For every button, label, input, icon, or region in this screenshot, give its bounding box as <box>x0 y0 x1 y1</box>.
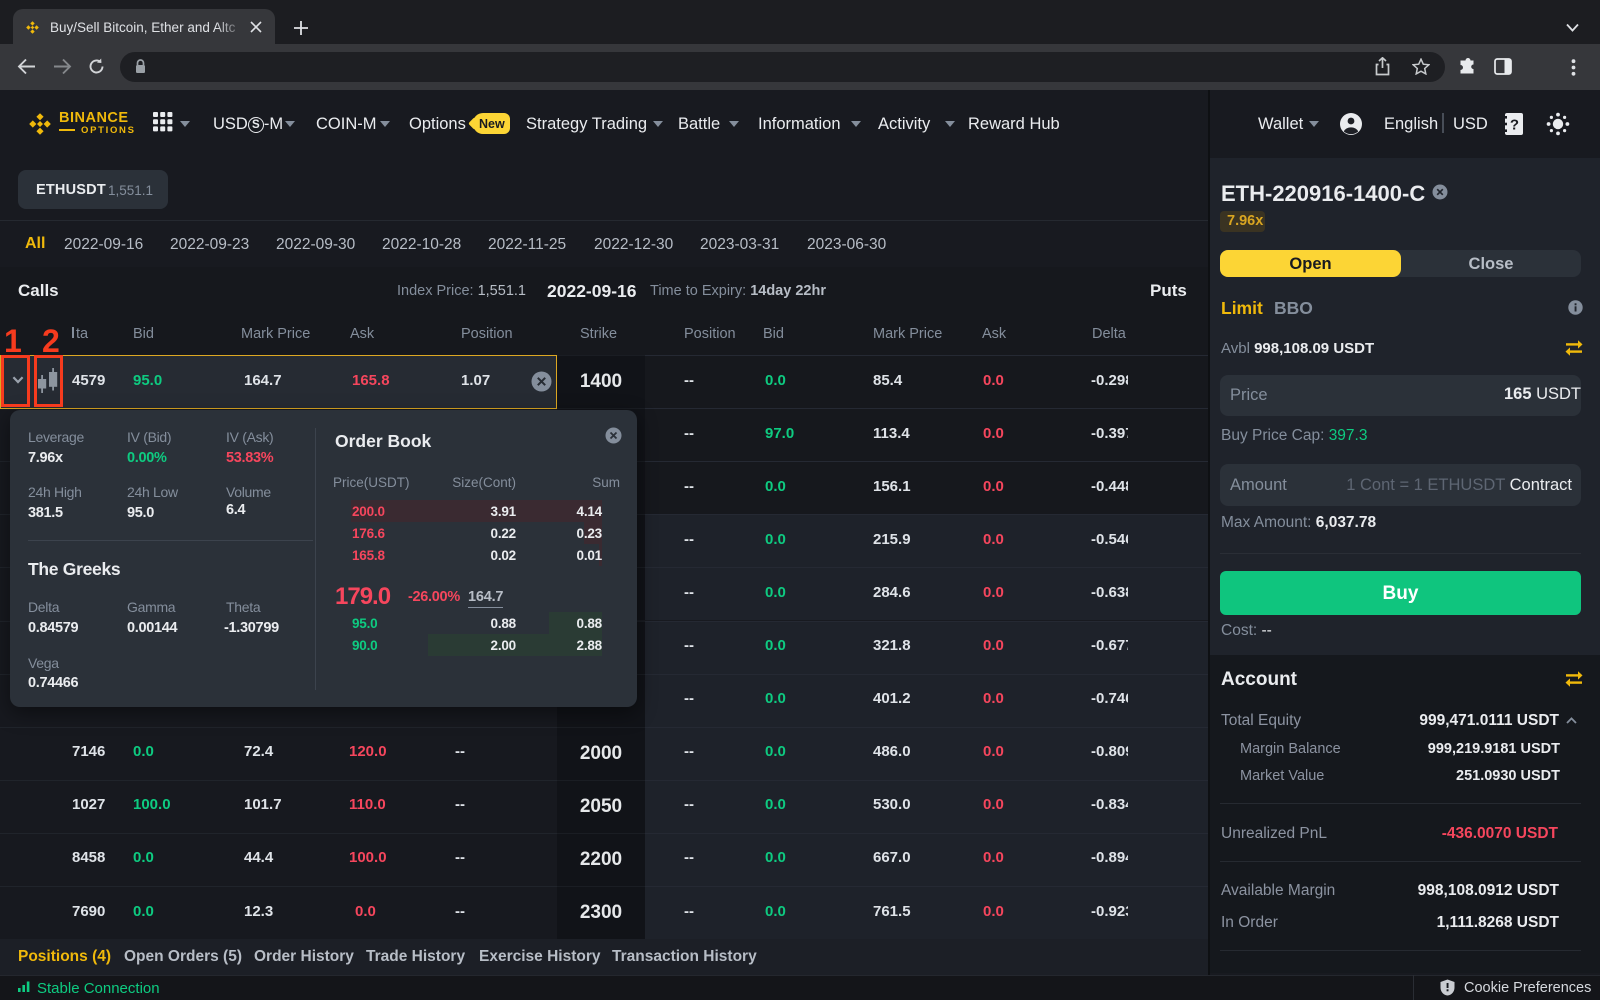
svg-text:?: ? <box>1510 117 1519 134</box>
